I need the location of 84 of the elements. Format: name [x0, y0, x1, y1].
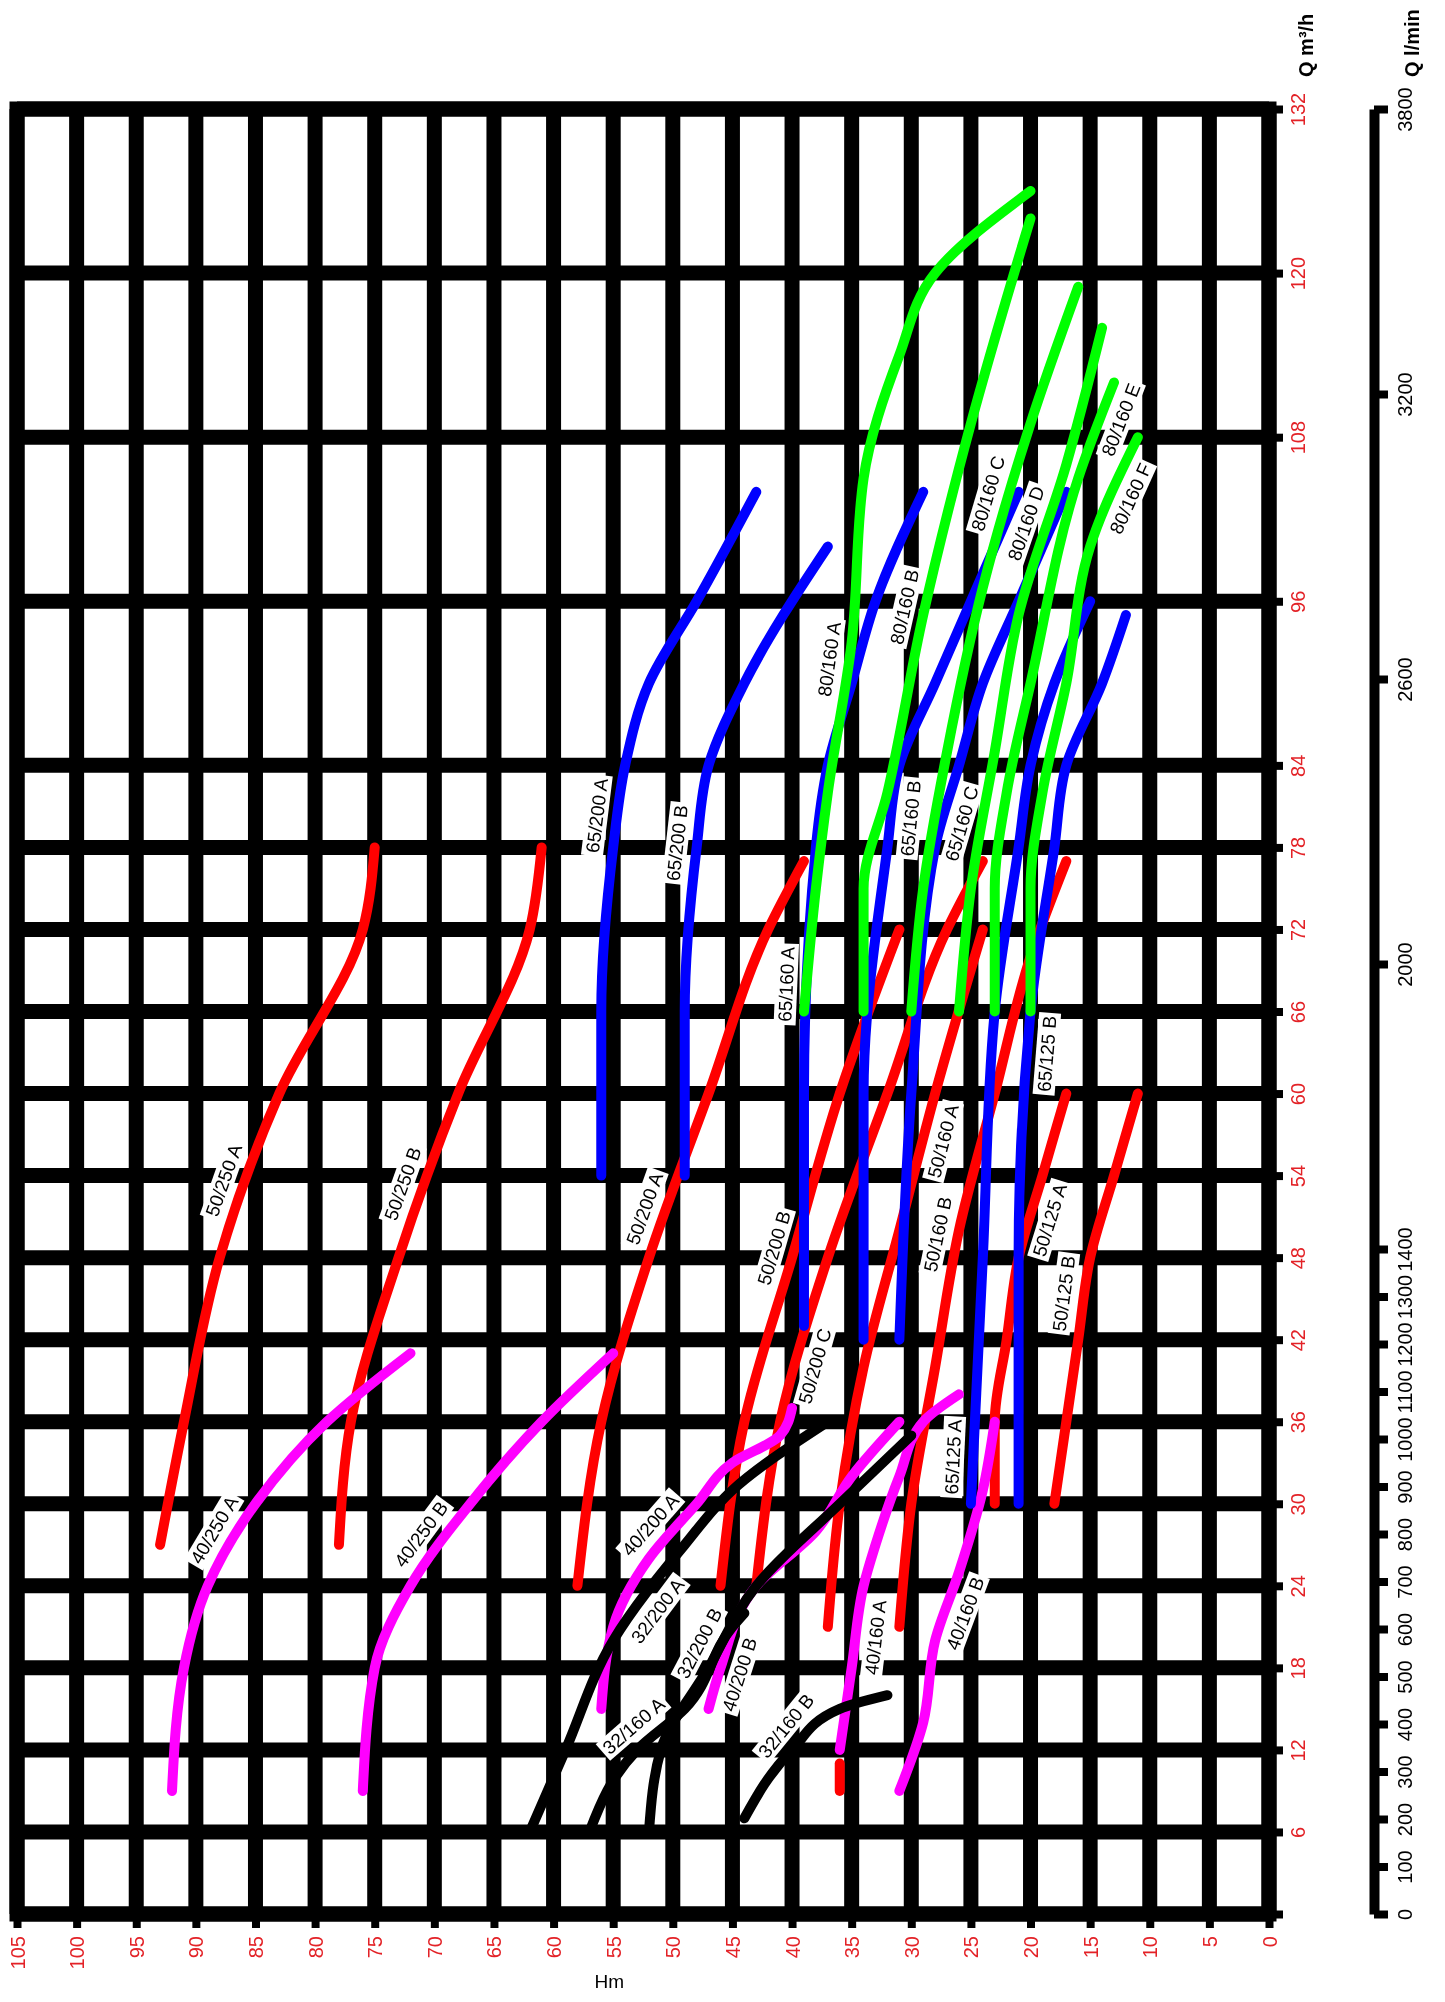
x-tick-label: 40 [781, 1936, 804, 1959]
text: 40/160 B [942, 1574, 989, 1653]
y2-tick-label: 0 [1394, 1908, 1416, 1921]
y2-tick-label: 1100 [1394, 1370, 1416, 1414]
x-tick-label: 80 [304, 1936, 327, 1959]
y-axis-title: Q m³/h [1295, 13, 1317, 77]
text: 65/125 A [940, 1418, 966, 1496]
y-tick-label: 78 [1287, 836, 1309, 860]
text: 50/250 A [201, 1141, 247, 1220]
y2-tick-label: 300 [1394, 1755, 1416, 1789]
x-tick-label: 50 [662, 1936, 685, 1959]
y2-tick-label: 2000 [1394, 942, 1416, 987]
text: 65/200 A [581, 776, 613, 855]
x-tick-label: 85 [244, 1936, 267, 1959]
y2-tick-label: 500 [1394, 1660, 1416, 1694]
y-tick-label: 96 [1287, 590, 1309, 613]
y2-tick-label: 400 [1394, 1707, 1416, 1742]
y-tick-label: 24 [1287, 1575, 1309, 1598]
y2-tick-label: 1000 [1394, 1417, 1416, 1462]
x-tick-label: 65 [483, 1936, 506, 1959]
y-tick-label: 132 [1287, 92, 1309, 127]
x-tick-label: 55 [602, 1936, 625, 1959]
text: 50/200 B [753, 1208, 795, 1288]
y-tick-label: 18 [1287, 1657, 1309, 1680]
text: 65/200 B [662, 804, 692, 883]
y2-tick-label: 1400 [1394, 1227, 1416, 1272]
text: 50/160 A [923, 1101, 964, 1181]
text: 65/160 A [774, 946, 799, 1023]
text: 65/160 C [940, 783, 983, 864]
x-tick-label: 10 [1139, 1936, 1162, 1959]
y-tick-label: 12 [1287, 1739, 1309, 1762]
y-tick-label: 84 [1287, 754, 1309, 777]
text: 50/200 C [794, 1326, 836, 1407]
x-tick-label: 25 [960, 1936, 983, 1959]
y2-tick-label: 100 [1394, 1850, 1416, 1884]
x-tick-label: 90 [185, 1936, 208, 1959]
y-tick-label: 48 [1287, 1247, 1309, 1270]
x-tick-label: 100 [66, 1936, 89, 1970]
y2-tick-label: 3200 [1394, 372, 1416, 417]
x-tick-label: 45 [721, 1936, 744, 1959]
x-tick-label: 5 [1198, 1936, 1221, 1948]
text: 50/200 A [622, 1169, 668, 1248]
text: 65/125 B [1033, 1015, 1061, 1093]
x-tick-label: 60 [543, 1936, 566, 1959]
y2-tick-label: 200 [1394, 1802, 1416, 1837]
y-tick-label: 120 [1287, 256, 1309, 291]
text: 50/250 B [380, 1144, 426, 1224]
y-tick-label: 30 [1287, 1493, 1309, 1516]
x-tick-label: 35 [841, 1936, 864, 1959]
y2-axis-title: Q l/min [1401, 9, 1423, 77]
text: 80/160 A [813, 620, 846, 698]
x-tick-label: 0 [1258, 1936, 1281, 1948]
x-axis-title: Hm [594, 1971, 624, 1992]
x-tick-label: 95 [125, 1936, 148, 1959]
y-tick-label: 36 [1287, 1411, 1309, 1434]
y2-tick-label: 3800 [1394, 87, 1416, 132]
y2-tick-label: 2600 [1394, 657, 1416, 702]
text: 40/160 A [860, 1598, 891, 1676]
y2-tick-label: 1300 [1394, 1274, 1416, 1320]
x-tick-label: 75 [364, 1936, 387, 1959]
text: 80/160 D [1003, 483, 1049, 564]
y-tick-label: 108 [1287, 420, 1309, 455]
x-tick-label: 105 [6, 1936, 29, 1970]
text: 80/160 B [886, 567, 924, 647]
x-tick-label: 70 [423, 1936, 446, 1959]
y-tick-label: 6 [1287, 1826, 1309, 1839]
y2-tick-label: 900 [1394, 1470, 1416, 1504]
x-tick-label: 20 [1020, 1936, 1043, 1959]
y-tick-label: 72 [1287, 918, 1309, 942]
x-tick-label: 30 [900, 1936, 923, 1959]
y2-tick-label: 600 [1394, 1612, 1416, 1647]
y2-tick-label: 700 [1394, 1565, 1416, 1599]
text: 50/125 B [1048, 1254, 1080, 1333]
text: 65/160 B [896, 779, 926, 858]
y-tick-label: 42 [1287, 1329, 1309, 1352]
y-tick-label: 60 [1287, 1082, 1309, 1106]
y-tick-label: 54 [1287, 1164, 1309, 1188]
y2-tick-label: 1200 [1394, 1322, 1416, 1367]
y-tick-label: 66 [1287, 1000, 1309, 1024]
text: 80/160 E [1097, 380, 1145, 460]
y2-tick-label: 800 [1394, 1517, 1416, 1552]
x-tick-label: 15 [1079, 1936, 1102, 1959]
text: 80/160 C [967, 453, 1010, 534]
text: 50/160 B [919, 1194, 956, 1274]
